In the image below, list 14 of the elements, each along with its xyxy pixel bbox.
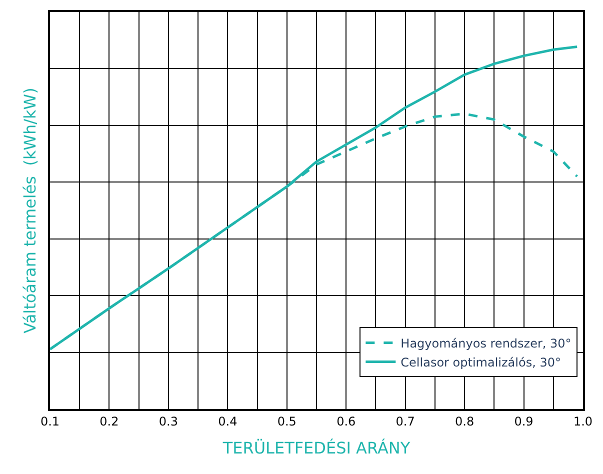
x-tick-label: 0.3	[158, 414, 178, 428]
y-axis-title: Váltóáram termelés (kWh/kW)	[20, 88, 40, 334]
x-tick-label: 1.0	[573, 414, 593, 428]
x-tick-label: 0.6	[336, 414, 356, 428]
x-axis-title: TERÜLETFEDÉSI ARÁNY	[222, 438, 410, 458]
x-tick-label: 0.5	[277, 414, 296, 428]
x-tick-label: 0.9	[514, 414, 534, 428]
legend-label: Cellasor optimalizálós, 30°	[400, 355, 561, 370]
x-tick-label: 0.4	[218, 414, 238, 428]
x-tick-label: 0.2	[100, 414, 119, 428]
x-tick-label: 0.8	[455, 414, 474, 428]
x-tick-label: 0.1	[40, 414, 60, 428]
x-tick-label: 0.7	[396, 414, 415, 428]
legend-label: Hagyományos rendszer, 30°	[400, 336, 572, 350]
